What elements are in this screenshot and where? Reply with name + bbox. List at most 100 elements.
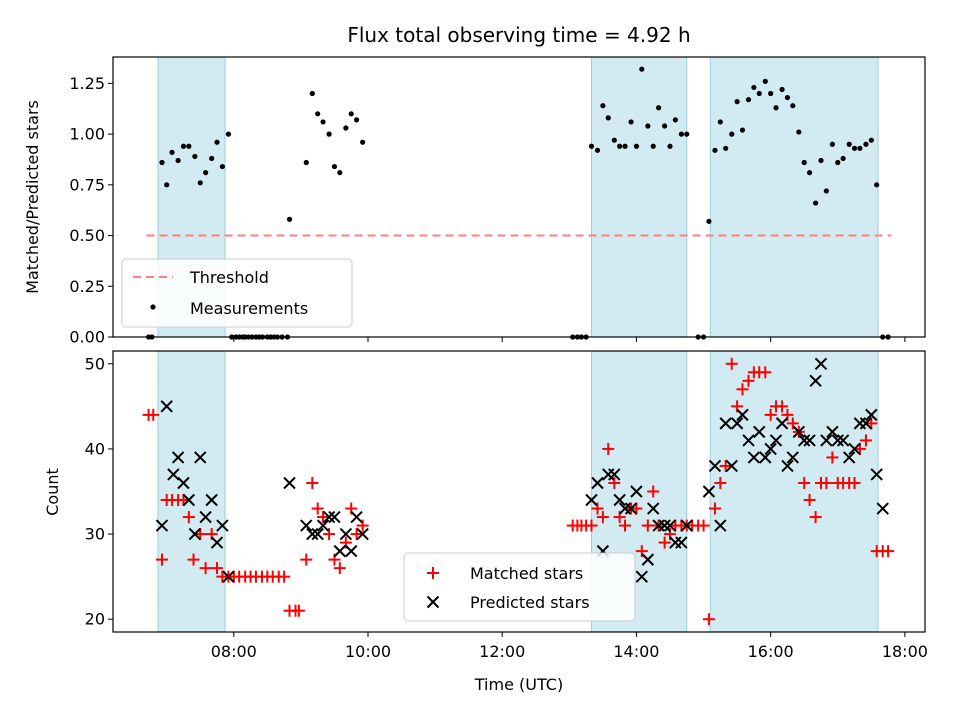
- matched-star-point: [776, 400, 789, 413]
- predicted-star-point: [624, 502, 638, 515]
- y-tick-label: 40: [85, 439, 105, 458]
- matched-star-point: [311, 502, 324, 515]
- cross-b: [306, 527, 319, 541]
- cross-b: [814, 357, 828, 370]
- matched-star-point: [155, 553, 168, 566]
- measurement-point: [164, 182, 170, 188]
- cross-b: [842, 451, 856, 464]
- predicted-star-point: [630, 485, 643, 498]
- measurement-point: [801, 159, 807, 166]
- cross-b: [797, 434, 811, 447]
- y-tick-label: 50: [85, 354, 105, 373]
- x-tick-label: 10:00: [345, 642, 391, 661]
- measurement-point: [639, 66, 645, 72]
- measurement-point: [823, 188, 829, 194]
- measurement-point: [628, 119, 634, 125]
- predicted-star-point: [719, 417, 732, 430]
- measurement-point: [600, 103, 606, 109]
- predicted-star-point: [859, 417, 873, 430]
- matched-star-point: [619, 519, 632, 532]
- measurement-point: [773, 105, 779, 111]
- predicted-star-point: [803, 434, 816, 447]
- measurement-point: [320, 119, 326, 125]
- cross-b: [188, 527, 202, 541]
- cross-b: [865, 408, 878, 422]
- top-legend: Threshold Measurements: [121, 258, 353, 328]
- shaded-interval: [590, 56, 688, 338]
- measurement-point: [219, 163, 225, 170]
- measurement-point: [751, 84, 757, 91]
- predicted-star-point: [747, 451, 761, 464]
- matched-star-point: [809, 511, 822, 524]
- predicted-star-point: [300, 519, 313, 532]
- predicted-star-point: [658, 519, 671, 532]
- measurement-point: [667, 143, 673, 149]
- predicted-star-point: [742, 434, 755, 447]
- chart-title: Flux total observing time = 4.92 h: [347, 23, 690, 47]
- legend-measurements-swatch: [150, 304, 156, 310]
- measurement-point: [712, 147, 718, 153]
- cross-b: [171, 451, 185, 464]
- cross-b: [194, 451, 207, 464]
- predicted-star-point: [585, 493, 598, 507]
- measurement-point: [175, 157, 181, 164]
- cross-b: [831, 434, 844, 447]
- measurement-point: [840, 155, 846, 162]
- cross-b: [316, 519, 330, 532]
- measurement-point: [192, 153, 198, 160]
- matched-star-point: [323, 528, 336, 541]
- cross-b: [714, 519, 727, 532]
- predicted-star-point: [831, 434, 844, 447]
- cross-b: [680, 519, 693, 532]
- predicted-star-point: [641, 553, 655, 566]
- predicted-star-point: [786, 451, 800, 464]
- cross-b: [759, 451, 772, 464]
- predicted-star-point: [316, 519, 330, 532]
- predicted-star-point: [769, 434, 783, 447]
- predicted-star-point: [350, 510, 363, 524]
- predicted-star-point: [210, 536, 224, 549]
- measurement-point: [203, 170, 209, 176]
- predicted-star-point: [675, 536, 688, 549]
- y-tick-label: 0.75: [69, 175, 105, 194]
- measurement-point: [633, 143, 640, 149]
- measurement-point: [303, 159, 309, 166]
- predicted-star-point: [339, 527, 353, 541]
- cross-b: [702, 485, 716, 498]
- measurement-point: [868, 137, 874, 143]
- measurement-point: [706, 218, 712, 224]
- measurement-point: [734, 99, 740, 105]
- cross-b: [350, 510, 363, 524]
- measurement-point: [678, 131, 685, 137]
- predicted-star-point: [647, 502, 660, 515]
- predicted-star-point: [736, 408, 749, 422]
- measurement-point: [159, 159, 165, 166]
- cross-b: [742, 434, 755, 447]
- cross-b: [658, 519, 671, 532]
- measurement-point: [315, 111, 321, 117]
- matched-star-point: [596, 511, 609, 524]
- measurement-point: [655, 105, 662, 111]
- x-tick-label: 16:00: [748, 642, 794, 661]
- matched-star-point: [798, 476, 811, 489]
- predicted-star-point: [702, 485, 716, 498]
- measurement-point: [617, 143, 623, 149]
- predicted-star-point: [870, 468, 883, 481]
- legend-box: [403, 552, 636, 622]
- predicted-star-point: [283, 476, 296, 490]
- cross-b: [820, 434, 833, 447]
- matched-star-point: [803, 494, 816, 507]
- predicted-star-point: [188, 527, 202, 541]
- matched-star-point: [859, 434, 872, 447]
- measurement-point: [611, 137, 617, 143]
- bottom-legend: Matched stars Predicted stars: [403, 552, 636, 622]
- predicted-star-point: [836, 434, 850, 447]
- cross-b: [641, 553, 655, 566]
- predicted-star-point: [155, 519, 169, 532]
- matched-star-point: [786, 417, 799, 430]
- cross-b: [624, 502, 638, 515]
- cross-b: [167, 468, 180, 481]
- measurement-point: [225, 131, 232, 137]
- y-tick-label: 0.25: [69, 277, 105, 296]
- matched-star-point: [182, 511, 195, 524]
